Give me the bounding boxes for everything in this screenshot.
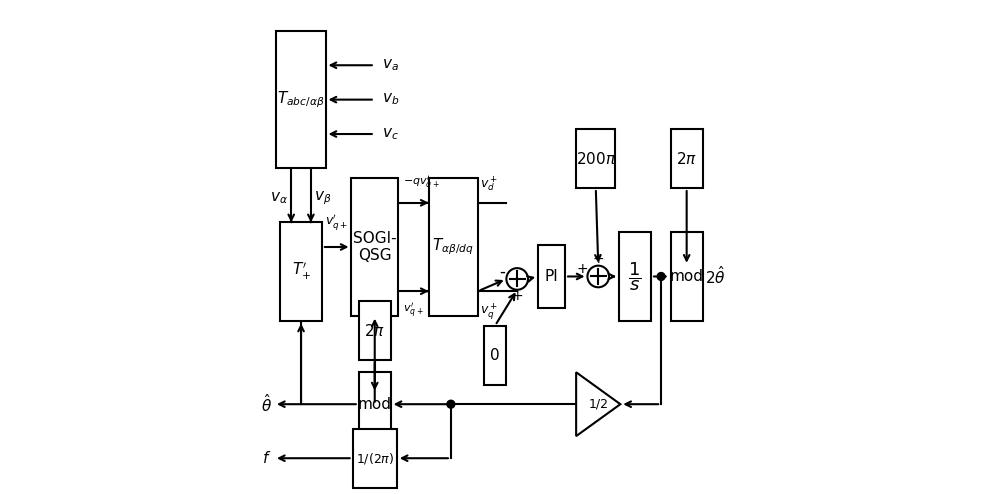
Text: $v_{q+}^{\prime}$: $v_{q+}^{\prime}$: [403, 301, 424, 320]
Circle shape: [447, 400, 455, 408]
FancyBboxPatch shape: [671, 232, 703, 321]
Text: $v_{q+}^{\prime}$: $v_{q+}^{\prime}$: [325, 212, 348, 232]
Text: $2\hat{\theta}$: $2\hat{\theta}$: [705, 265, 726, 288]
Text: $f$: $f$: [262, 450, 271, 466]
Text: $v_c$: $v_c$: [382, 126, 399, 142]
FancyBboxPatch shape: [619, 232, 651, 321]
Text: +: +: [592, 252, 604, 266]
FancyBboxPatch shape: [538, 245, 565, 308]
Text: $v_b$: $v_b$: [382, 92, 399, 108]
Text: +: +: [577, 262, 588, 276]
Text: $\hat{\theta}$: $\hat{\theta}$: [261, 393, 272, 415]
FancyBboxPatch shape: [359, 372, 391, 436]
Text: 1/2: 1/2: [588, 398, 608, 411]
Text: $v_q^+$: $v_q^+$: [480, 301, 498, 322]
Text: mod: mod: [358, 397, 392, 412]
Circle shape: [587, 266, 609, 288]
Text: $v_{\alpha}$: $v_{\alpha}$: [270, 190, 288, 206]
Text: $T_{+}^{\prime}$: $T_{+}^{\prime}$: [292, 261, 311, 282]
Text: $\dfrac{1}{s}$: $\dfrac{1}{s}$: [628, 260, 642, 293]
Circle shape: [657, 273, 665, 281]
Text: $1/(2\pi)$: $1/(2\pi)$: [356, 451, 394, 466]
FancyBboxPatch shape: [576, 129, 615, 188]
Text: $2\pi$: $2\pi$: [364, 323, 385, 338]
Polygon shape: [576, 372, 620, 436]
Text: $T_{abc/\alpha\beta}$: $T_{abc/\alpha\beta}$: [277, 89, 325, 110]
Text: $200\pi$: $200\pi$: [576, 151, 616, 166]
Text: $v_a$: $v_a$: [382, 57, 399, 73]
Text: -: -: [500, 263, 505, 281]
Text: $v_d^+$: $v_d^+$: [480, 174, 498, 193]
Text: $T_{\alpha\beta/dq}$: $T_{\alpha\beta/dq}$: [432, 237, 474, 257]
Text: 0: 0: [490, 348, 500, 363]
FancyBboxPatch shape: [353, 429, 397, 488]
FancyBboxPatch shape: [280, 222, 322, 321]
FancyBboxPatch shape: [276, 31, 326, 168]
Text: mod: mod: [670, 269, 704, 284]
FancyBboxPatch shape: [484, 326, 506, 384]
Text: +: +: [511, 289, 523, 303]
Text: $v_{\beta}$: $v_{\beta}$: [314, 189, 332, 206]
Text: PI: PI: [545, 269, 558, 284]
Text: $-qv_{q+}^{\prime}$: $-qv_{q+}^{\prime}$: [403, 174, 440, 193]
FancyBboxPatch shape: [671, 129, 703, 188]
Circle shape: [506, 268, 528, 290]
FancyBboxPatch shape: [429, 178, 478, 316]
FancyBboxPatch shape: [359, 301, 391, 360]
FancyBboxPatch shape: [351, 178, 398, 316]
Text: SOGI-
QSG: SOGI- QSG: [353, 231, 397, 263]
Text: $2\pi$: $2\pi$: [676, 151, 697, 166]
